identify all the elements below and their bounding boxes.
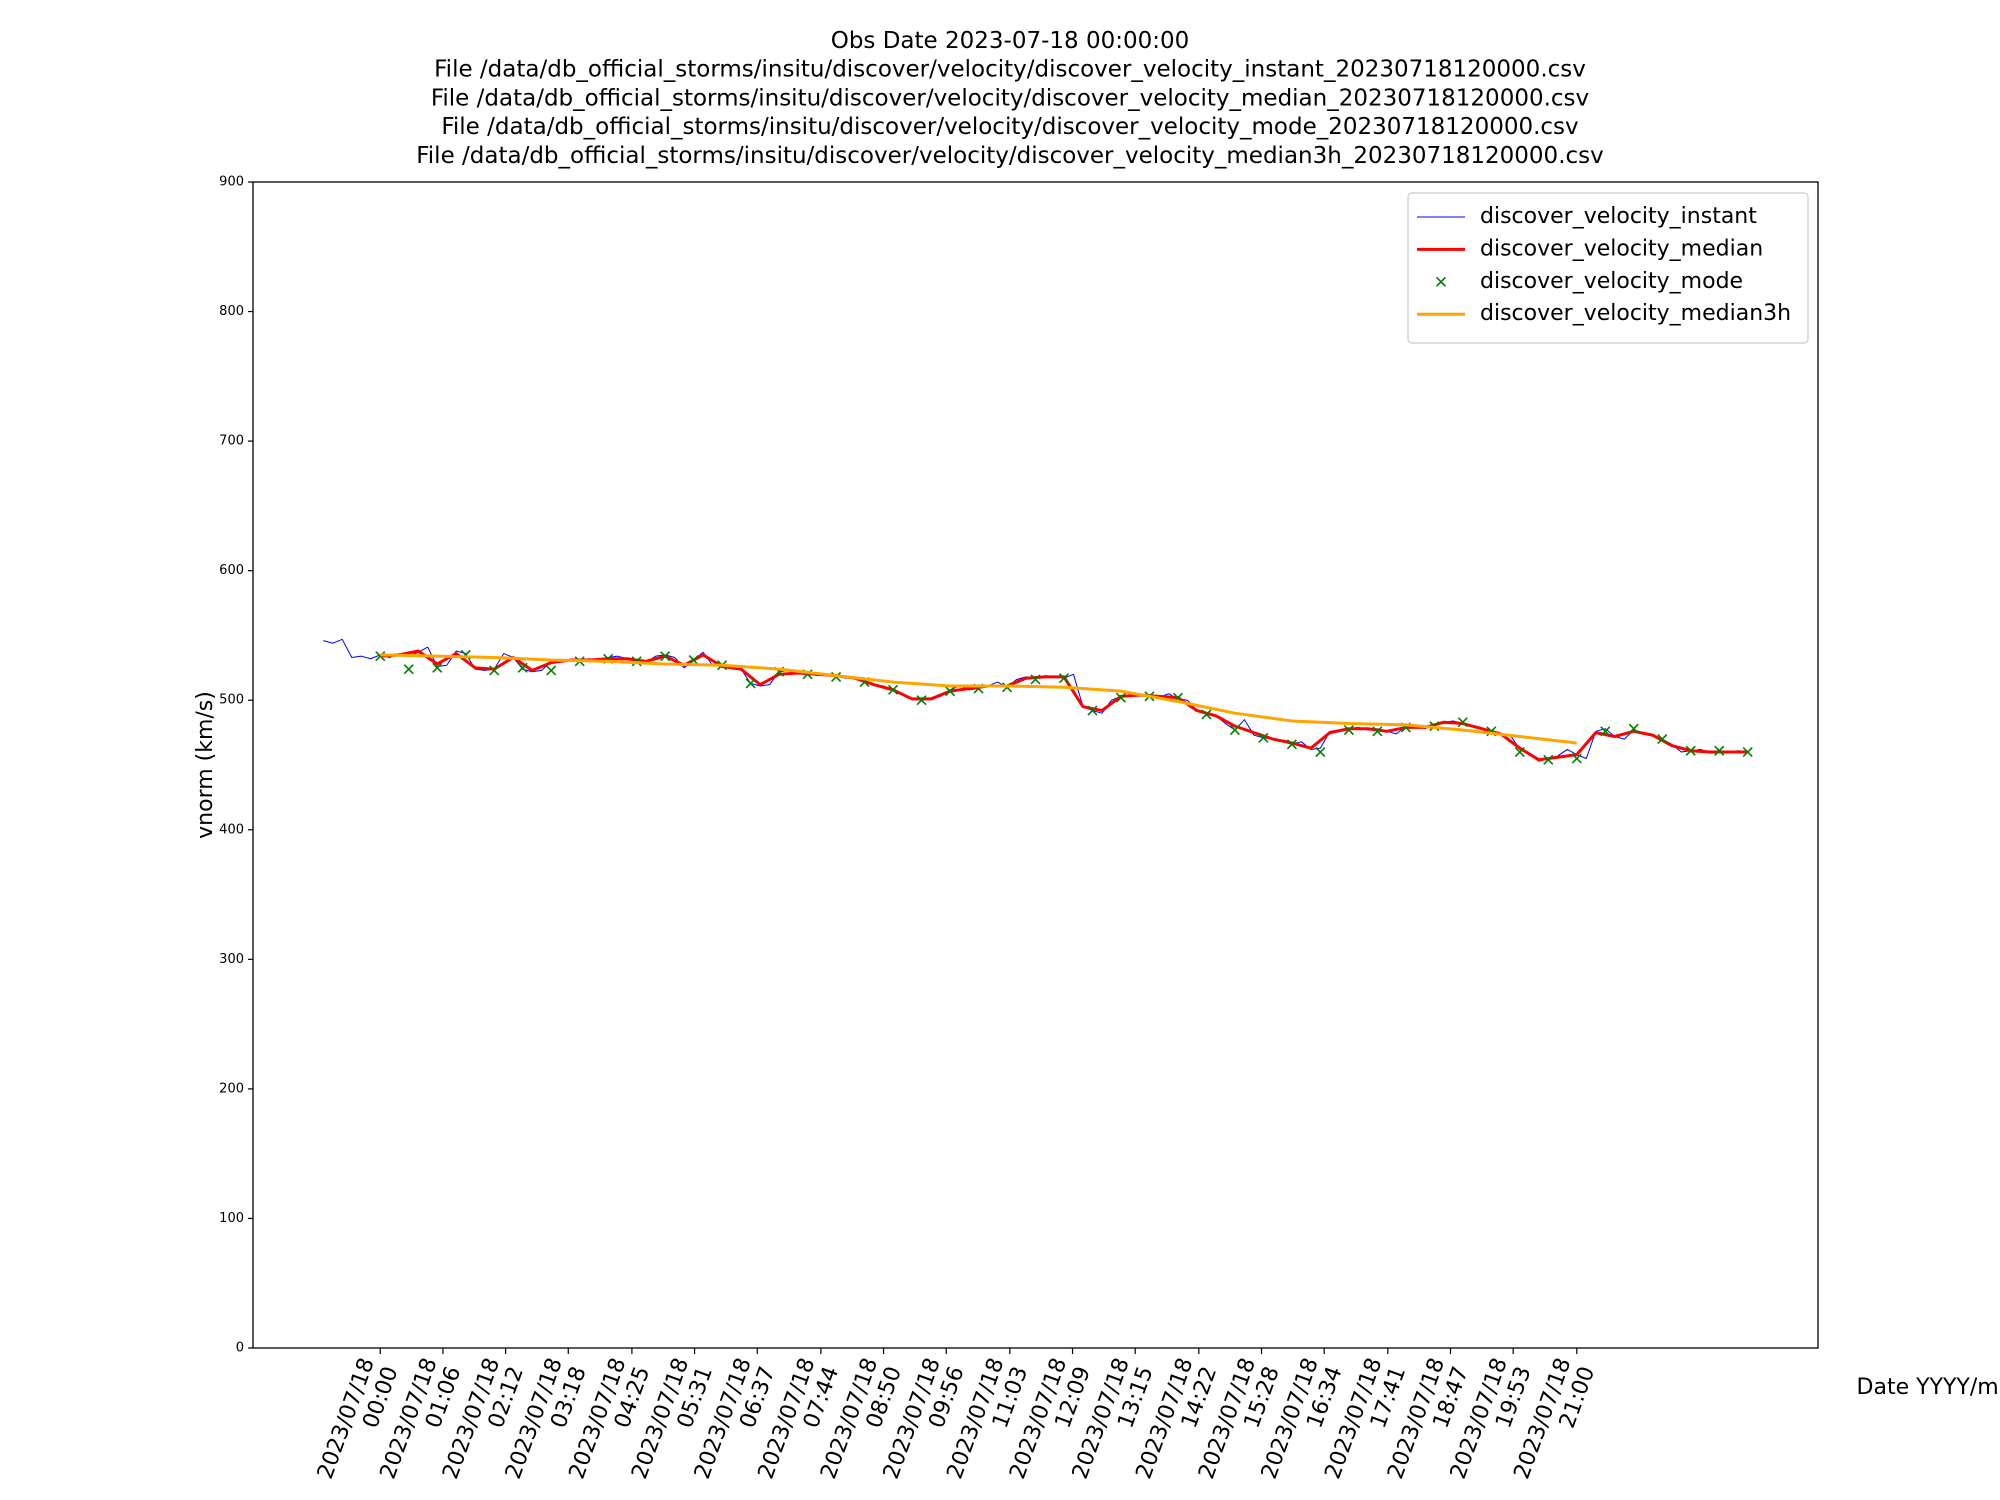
title-line: File /data/db_official_storms/insitu/dis… xyxy=(416,143,1604,169)
legend: discover_velocity_instant discover_veloci… xyxy=(1407,192,1809,344)
mode-marker xyxy=(1685,745,1696,756)
mode-marker xyxy=(1372,726,1383,737)
chart-title: Obs Date 2023-07-18 00:00:00 File /data/d… xyxy=(416,28,1604,169)
y-tick-label: 300 xyxy=(219,952,244,967)
y-tick-label: 900 xyxy=(219,175,244,190)
title-line: Obs Date 2023-07-18 00:00:00 xyxy=(831,28,1190,54)
legend-label: discover_velocity_median3h xyxy=(1480,301,1791,326)
y-tick-label: 600 xyxy=(219,563,244,578)
legend-label: discover_velocity_median xyxy=(1480,236,1763,261)
x-axis-label: Date YYYY/mm/dd xyxy=(1857,1375,2000,1400)
mode-marker xyxy=(1286,739,1297,750)
title-line: File /data/db_official_storms/insitu/dis… xyxy=(431,85,1589,111)
mode-marker xyxy=(1343,724,1354,736)
plot-frame xyxy=(252,181,1819,1349)
y-tick-label: 800 xyxy=(219,304,244,319)
mode-marker xyxy=(745,678,756,689)
mode-marker xyxy=(489,665,500,676)
mode-marker xyxy=(1543,754,1554,765)
series-line xyxy=(380,653,1577,745)
mode-marker xyxy=(1714,745,1725,756)
legend-box xyxy=(1407,192,1809,344)
mode-marker xyxy=(1657,734,1668,745)
y-tick-label: 400 xyxy=(219,822,244,837)
mode-marker xyxy=(660,651,671,662)
mode-marker xyxy=(432,662,443,673)
y-tick-label: 200 xyxy=(219,1081,244,1096)
mode-marker xyxy=(1087,705,1098,716)
mode-marker xyxy=(517,662,528,673)
mode-marker xyxy=(1115,692,1127,703)
series xyxy=(380,653,1577,745)
mode-marker xyxy=(1315,746,1326,758)
mode-marker xyxy=(1514,746,1525,758)
y-tick-label: 700 xyxy=(219,434,244,449)
title-line: File /data/db_official_storms/insitu/dis… xyxy=(441,114,1578,140)
mode-marker xyxy=(403,664,414,675)
mode-marker xyxy=(1571,753,1582,764)
title-line: File /data/db_official_storms/insitu/dis… xyxy=(434,57,1586,83)
mode-marker xyxy=(944,686,956,697)
mode-marker xyxy=(1600,726,1611,737)
mode-marker xyxy=(1742,746,1753,758)
mode-marker xyxy=(1058,673,1070,684)
mode-marker xyxy=(1258,732,1269,743)
legend-label: discover_velocity_mode xyxy=(1480,269,1743,294)
mode-marker xyxy=(887,684,899,695)
mode-marker xyxy=(1628,723,1639,734)
y-tick-label: 500 xyxy=(219,693,244,708)
mode-marker xyxy=(546,665,557,676)
legend-label: discover_velocity_instant xyxy=(1480,204,1757,229)
y-axis-label: vnorm (km/s) xyxy=(193,691,218,839)
y-tick-label: 0 xyxy=(236,1341,244,1356)
legend-marker xyxy=(1435,276,1447,287)
mode-marker xyxy=(1201,709,1212,720)
mode-marker xyxy=(1229,724,1240,736)
mode-marker xyxy=(1030,674,1041,685)
y-tick-label: 100 xyxy=(219,1211,244,1226)
mode-marker xyxy=(1457,717,1468,728)
mode-marker xyxy=(916,695,927,706)
